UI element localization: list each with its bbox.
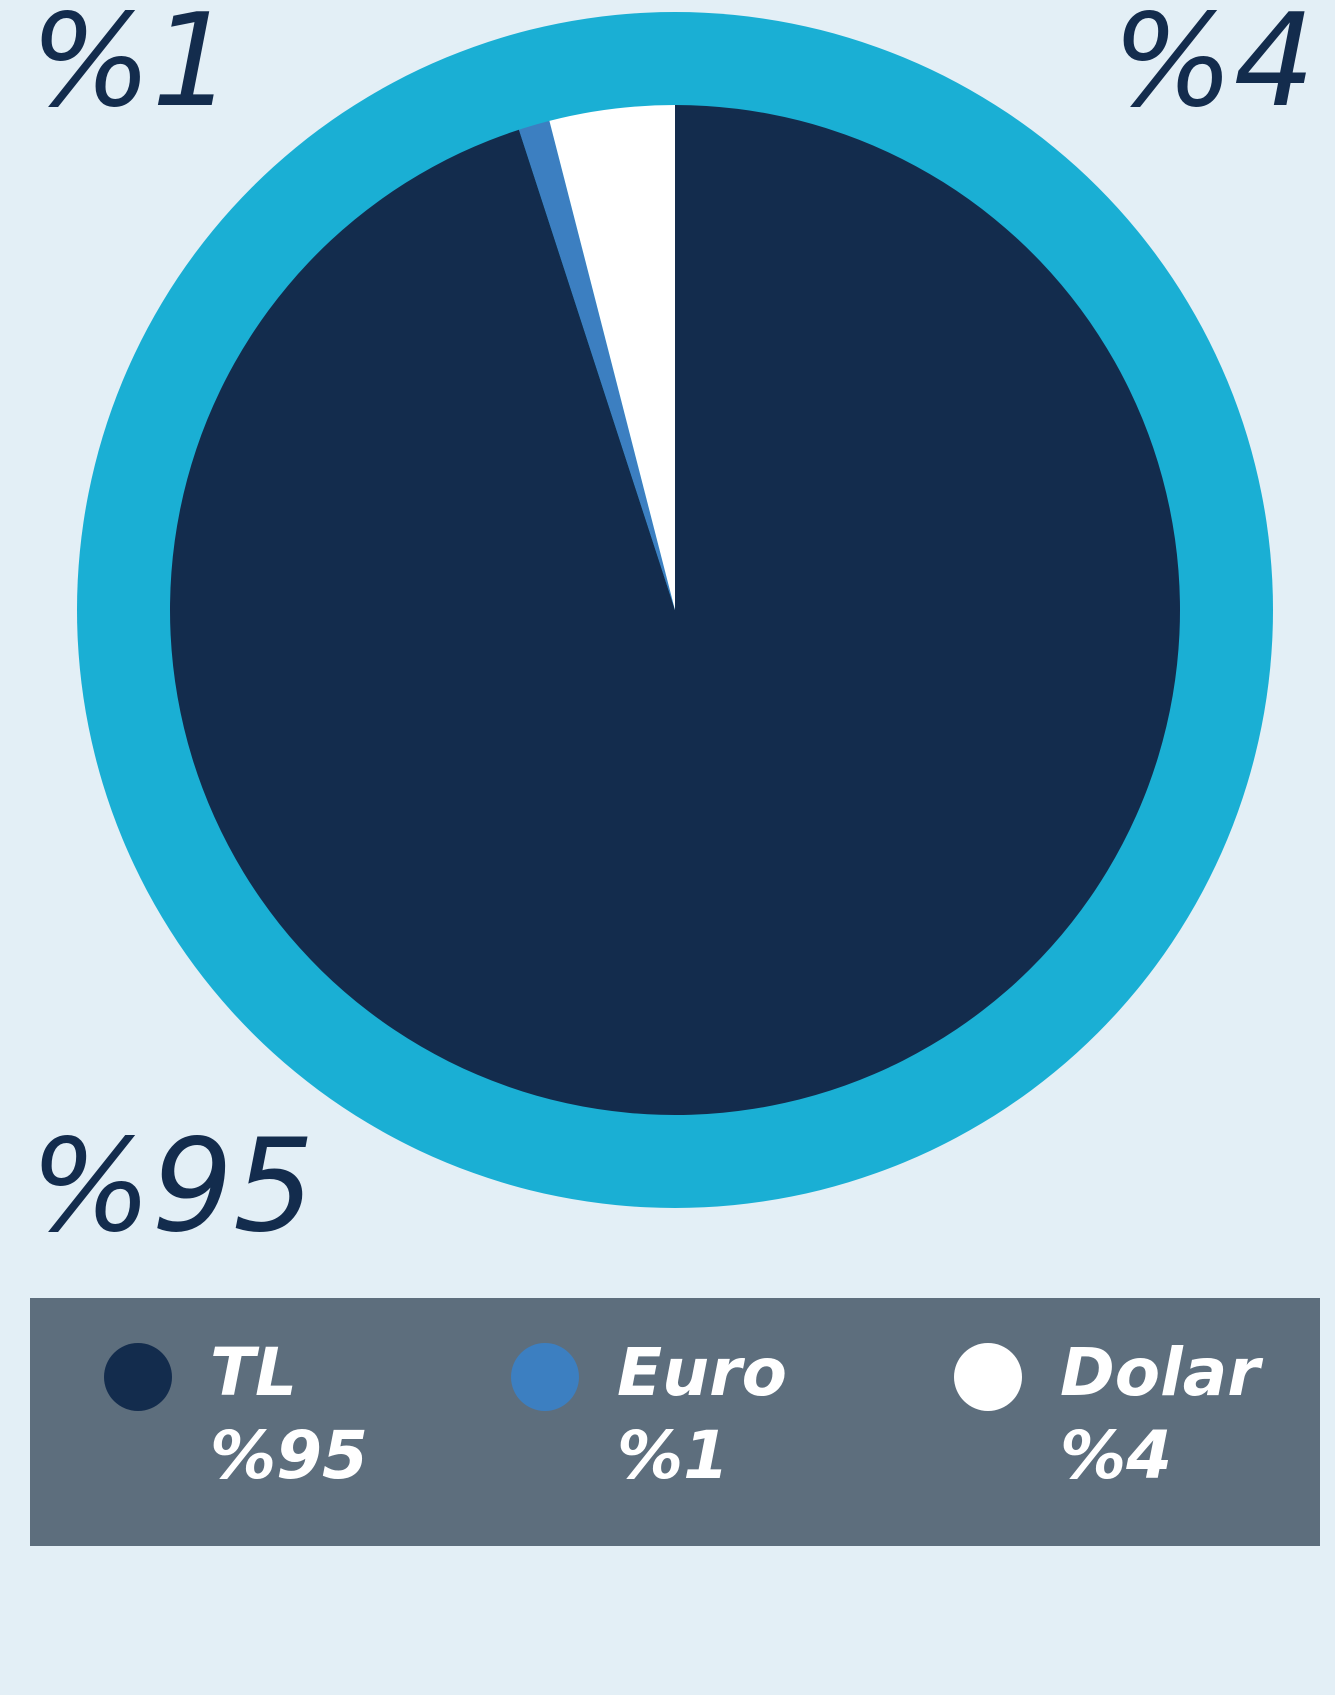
slice-label: %1 <box>30 0 233 136</box>
legend-swatch <box>104 1343 172 1411</box>
pie-slice <box>518 120 675 610</box>
slice-label: %95 <box>30 1112 315 1261</box>
legend-swatch <box>954 1343 1022 1411</box>
slice-label: %4 <box>1112 0 1315 136</box>
legend-label: Euro <box>617 1334 787 1411</box>
legend-value: %4 <box>1060 1417 1172 1494</box>
legend-value: %1 <box>617 1417 729 1494</box>
legend-box <box>30 1298 1320 1546</box>
legend-label: Dolar <box>1060 1334 1263 1411</box>
legend-value: %95 <box>210 1417 368 1494</box>
pie-slice <box>549 105 675 610</box>
legend-label: TL <box>210 1334 297 1411</box>
legend-swatch <box>511 1343 579 1411</box>
